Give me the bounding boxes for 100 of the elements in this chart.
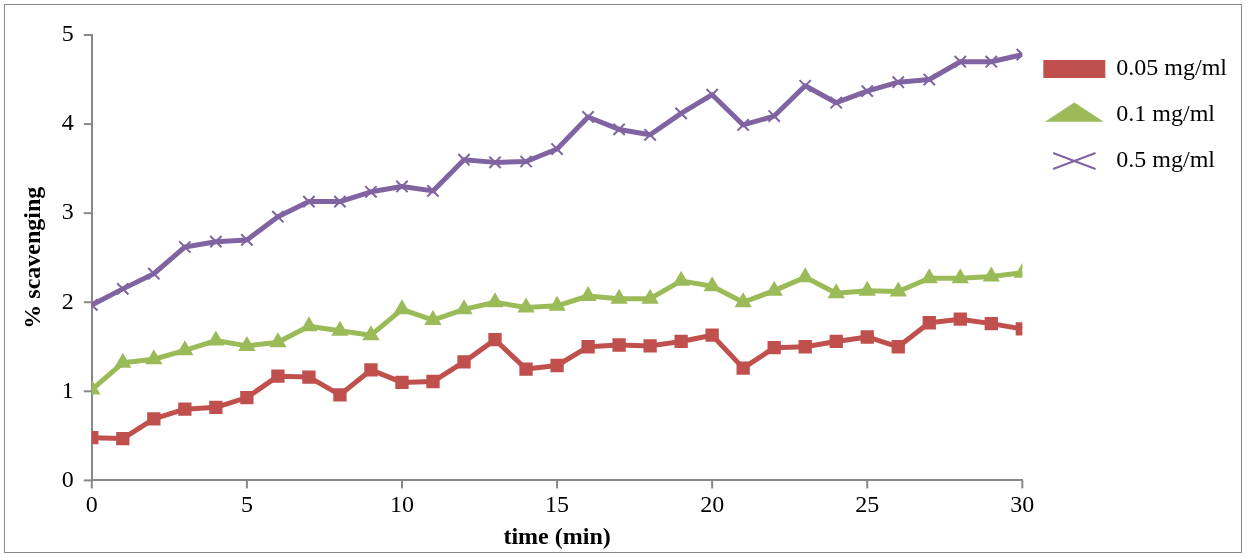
point [643,128,657,142]
point [147,412,161,426]
point [426,184,440,198]
point [487,293,503,308]
point [766,281,783,296]
point [269,333,286,348]
x-tick-label: 5 [240,491,253,518]
point [145,350,162,365]
point [550,142,564,156]
point [302,194,316,209]
y-tick-label: 2 [61,287,74,314]
point [333,388,347,402]
point [518,298,534,313]
point [457,355,471,369]
point [209,235,223,249]
point [704,277,721,292]
point [519,154,533,169]
point [549,296,565,311]
y-axis-title: % scavenging [18,186,45,329]
point [332,321,348,336]
x-tick-label: 30 [1010,491,1035,518]
point [488,155,502,170]
point [828,284,845,299]
x-tick-label: 20 [700,491,725,518]
point [643,339,657,353]
legend-label: 0.5 mg/ml [1116,146,1216,173]
point [178,402,192,416]
point [891,75,905,89]
y-tick-label: 5 [61,20,74,47]
point [922,316,936,330]
point [859,281,876,296]
point [891,340,905,354]
point [953,312,967,326]
point [581,110,595,124]
point [797,268,814,283]
point [983,267,1000,282]
point [642,289,659,304]
point [860,84,874,98]
y-tick-label: 3 [61,198,74,225]
point [238,336,255,351]
point [767,109,781,123]
point [736,118,750,132]
point [580,287,597,301]
point [984,55,998,69]
point [147,267,161,281]
point [829,334,843,349]
point [674,106,688,121]
point [798,340,812,354]
point [394,300,410,315]
point [581,340,595,354]
point [705,88,719,102]
legend-label: 0.1 mg/ml [1116,100,1216,127]
point [550,358,564,373]
point [426,374,440,389]
x-tick-label: 15 [545,491,570,518]
point [363,326,379,341]
point [612,122,626,137]
point [116,431,130,446]
point [922,72,936,87]
point [829,96,843,110]
point [207,331,224,346]
point [952,269,969,284]
point [271,369,285,383]
point [953,55,967,69]
point [364,363,378,377]
point [488,333,502,347]
point [705,328,719,342]
point [425,311,441,326]
x-axis-title: time (min) [503,522,611,549]
point [798,79,812,93]
point [240,390,254,405]
point [456,300,472,315]
point [611,289,628,304]
point [209,400,223,415]
point [860,330,874,344]
point [114,353,131,368]
point [736,361,750,375]
point [767,341,781,355]
point [457,153,471,167]
point [519,362,533,376]
point [178,240,192,254]
y-tick-label: 1 [61,376,74,403]
point [735,293,752,308]
point [673,271,690,286]
point [333,194,347,209]
point [890,282,907,297]
point [395,179,409,194]
x-tick-label: 25 [855,491,880,518]
point [271,210,285,224]
point [674,334,688,349]
y-tick-label: 0 [61,465,74,492]
point [921,269,938,284]
point [240,233,254,247]
point [984,316,998,331]
x-tick-label: 10 [389,491,414,518]
legend-label: 0.05 mg/ml [1116,54,1228,81]
point [176,341,193,356]
point [364,185,378,199]
point [395,375,409,390]
point [302,370,316,384]
